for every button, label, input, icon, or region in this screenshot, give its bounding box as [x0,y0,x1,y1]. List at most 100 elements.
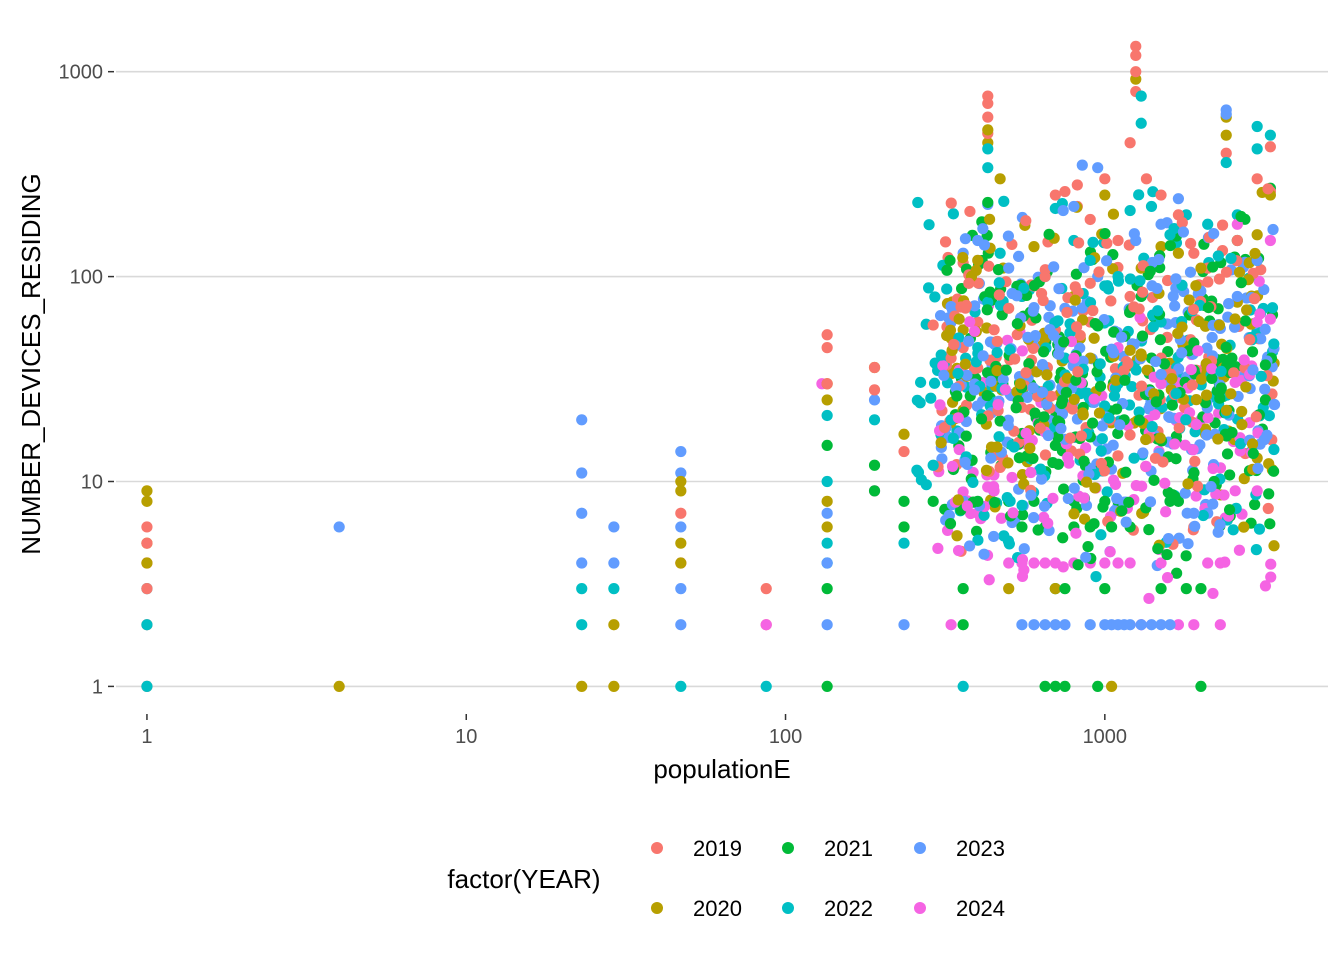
point-2022 [929,291,941,303]
point-2021 [1119,374,1131,386]
point-2024 [1229,376,1241,389]
point-2023 [1208,227,1220,240]
point-2019 [1135,380,1148,392]
point-2022 [911,464,923,476]
point-2020 [1099,189,1111,201]
point-2022 [1202,218,1214,230]
point-2023 [1068,200,1080,213]
point-2019 [898,445,910,458]
point-2022 [1263,410,1275,422]
point-2019 [1099,173,1111,185]
point-2022 [141,619,153,631]
point-2021 [957,619,969,631]
point-2020 [141,495,153,507]
point-2024 [1192,345,1204,357]
point-2024 [999,383,1011,396]
point-2024 [1063,457,1075,469]
point-2021 [944,518,957,530]
point-2019 [1093,266,1105,278]
point-2020 [1236,405,1248,418]
point-2022 [978,509,990,521]
point-2019 [868,361,881,374]
point-2019 [1130,40,1142,52]
point-2019 [993,289,1005,301]
point-2021 [1144,265,1156,277]
point-2023 [1150,355,1162,368]
legend-label-2020: 2020 [693,896,742,921]
point-2022 [821,537,833,549]
point-2023 [675,619,687,631]
point-2021 [821,680,833,692]
point-2021 [1043,228,1055,240]
point-2019 [1155,189,1167,201]
point-2021 [1094,380,1107,392]
point-2021 [1070,374,1082,386]
point-2020 [1240,381,1252,393]
point-2022 [1003,538,1015,550]
point-2020 [957,251,969,264]
point-2019 [1112,450,1124,462]
point-2023 [1016,619,1028,631]
point-2021 [975,413,988,425]
y-axis-ticks: 1 10 100 1000 [59,62,114,698]
point-2019 [821,329,833,341]
point-2024 [1229,485,1241,497]
point-2023 [821,619,833,631]
point-2023 [988,530,1000,543]
legend-label-2021: 2021 [824,836,873,861]
point-2024 [1264,313,1276,325]
point-2020 [959,358,971,370]
point-2023 [675,583,687,595]
point-2021 [1180,550,1192,562]
point-2023 [977,223,989,235]
point-2023 [1002,419,1014,432]
point-2021 [1017,509,1029,521]
point-2023 [1076,159,1088,171]
point-2024 [1047,492,1059,504]
point-2022 [1133,406,1145,418]
point-2021 [927,495,939,507]
point-2020 [1233,266,1246,278]
point-2023 [978,548,990,560]
point-2022 [1095,445,1107,457]
point-2020 [1077,409,1089,421]
point-2021 [1116,505,1128,517]
point-2020 [1089,482,1101,494]
point-2021 [1136,330,1149,342]
point-2024 [1202,557,1214,569]
data-points [141,40,1281,692]
point-2022 [1124,273,1136,285]
point-2023 [1228,321,1241,333]
point-2023 [985,452,997,464]
point-2022 [947,208,959,220]
point-2023 [1012,250,1025,263]
point-2019 [1264,141,1276,153]
point-2023 [1028,512,1040,524]
point-2023 [675,467,687,479]
point-2024 [1130,479,1142,492]
point-2020 [1068,508,1080,520]
point-2019 [1069,281,1081,293]
y-tick-label: 1 [92,676,103,698]
point-2019 [868,384,881,396]
point-2019 [1003,302,1015,314]
point-2022 [1095,529,1107,541]
point-2023 [1114,419,1126,431]
point-2019 [1191,480,1204,492]
point-2020 [1002,457,1014,469]
point-2020 [1249,247,1261,260]
point-2022 [941,283,953,295]
point-2019 [1136,286,1149,298]
point-2021 [1072,559,1084,571]
point-2019 [141,537,153,549]
point-2019 [960,299,972,312]
point-2019 [1101,237,1113,249]
point-2023 [959,456,971,469]
point-2020 [1003,583,1015,595]
point-2024 [964,316,976,328]
point-2021 [1123,496,1135,508]
point-2024 [1155,557,1167,569]
point-2019 [1187,303,1200,316]
point-2021 [981,367,994,379]
point-2021 [1057,532,1069,544]
